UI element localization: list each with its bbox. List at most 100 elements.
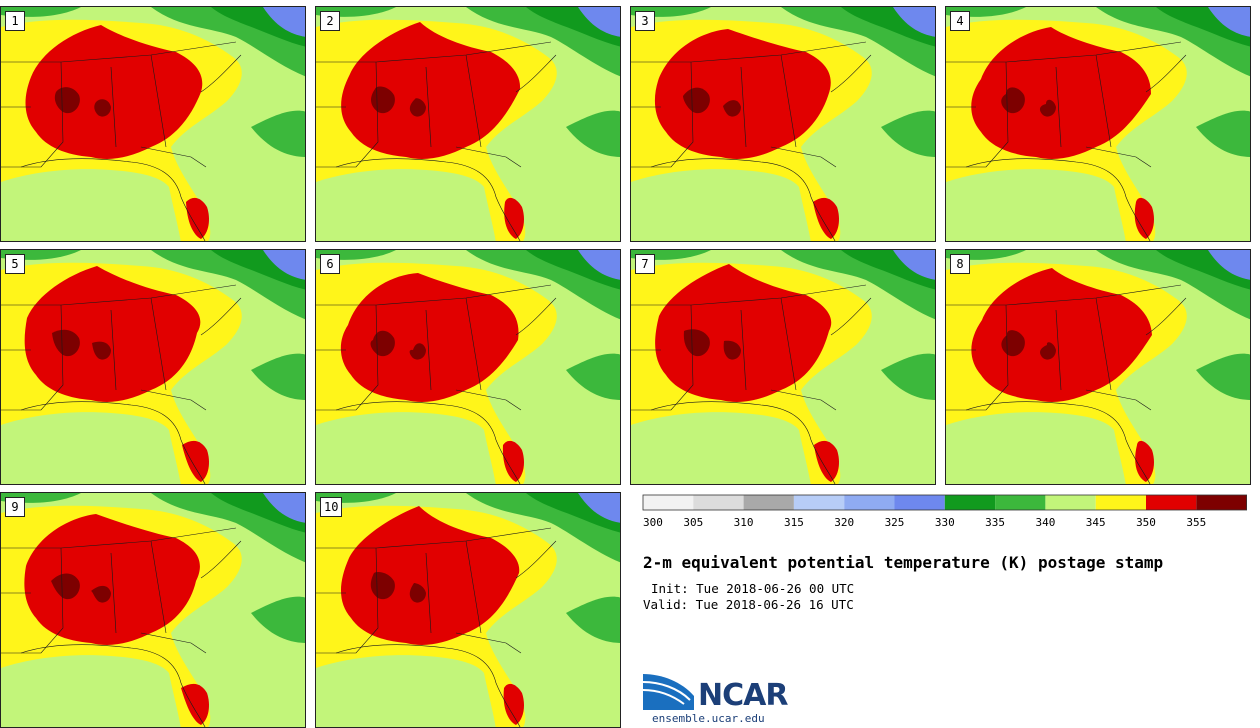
map-2 <box>316 7 620 241</box>
member-panel-10: 10 <box>315 492 621 728</box>
colorbar-tick-label: 315 <box>784 516 804 529</box>
map-border-line <box>200 540 242 579</box>
map-field-355-b <box>92 341 111 360</box>
map-6 <box>316 250 620 484</box>
map-border-line <box>1055 309 1062 391</box>
map-field-355 <box>683 87 710 114</box>
map-field-355 <box>52 329 80 357</box>
map-field-350-florida <box>1134 197 1154 239</box>
map-field-350-florida <box>504 197 524 239</box>
member-panel-3: 3 <box>630 6 936 242</box>
map-field-335-ocean <box>251 353 305 400</box>
colorbar-tick-label: 355 <box>1186 516 1206 529</box>
map-border-line <box>110 66 117 148</box>
colorbar-swatch <box>844 495 895 510</box>
map-field-335-ocean <box>881 353 935 400</box>
colorbar-swatch <box>995 495 1046 510</box>
map-border-line <box>140 632 207 654</box>
map-field-340-gulf <box>631 412 811 484</box>
map-field-350-florida <box>182 440 209 482</box>
map-field-355 <box>683 329 710 357</box>
map-border-line <box>515 297 557 336</box>
map-field-340-gulf <box>316 169 496 241</box>
member-label: 5 <box>5 254 25 274</box>
map-field-350-florida <box>814 440 839 482</box>
map-field-355-b <box>409 583 426 603</box>
map-border-line <box>455 389 522 411</box>
map-field-335-ocean <box>566 353 620 400</box>
map-field-355-b <box>94 99 111 117</box>
colorbar-swatch <box>643 495 694 510</box>
colorbar-swatch <box>1196 495 1247 510</box>
colorbar-tick-label: 335 <box>985 516 1005 529</box>
map-field-355-b <box>723 100 741 117</box>
member-label: 2 <box>320 11 340 31</box>
map-border-line <box>1145 54 1187 93</box>
map-border-line <box>1145 297 1187 336</box>
map-8 <box>946 250 1250 484</box>
map-field-325 <box>263 250 305 280</box>
map-field-350 <box>971 27 1151 159</box>
map-border-line <box>316 284 552 306</box>
colorbar-tick-label: 340 <box>1035 516 1055 529</box>
map-border-line <box>1055 66 1062 148</box>
map-7 <box>631 250 935 484</box>
map-field-335-ocean <box>566 596 620 643</box>
map-border-line <box>425 309 432 391</box>
member-label: 1 <box>5 11 25 31</box>
map-field-355-b <box>1039 99 1056 117</box>
member-panel-5: 5 <box>0 249 306 485</box>
map-border-line <box>965 158 1151 241</box>
map-border-line <box>316 527 552 549</box>
map-1 <box>1 7 305 241</box>
map-field-335-ocean <box>251 110 305 157</box>
map-field-350-florida <box>813 197 839 239</box>
map-border-line <box>335 158 521 241</box>
map-10 <box>316 493 620 727</box>
map-border-line <box>20 158 206 241</box>
map-field-355 <box>54 87 80 114</box>
logo-text: NCAR <box>698 678 788 713</box>
colorbar-swatch <box>1045 495 1096 510</box>
map-3 <box>631 7 935 241</box>
map-4 <box>946 7 1250 241</box>
map-field-340-gulf <box>1 655 181 727</box>
map-field-350-florida <box>181 683 209 725</box>
colorbar-tick-label: 325 <box>885 516 905 529</box>
map-field-350-florida <box>1135 440 1154 482</box>
map-border-line <box>335 401 521 484</box>
map-border-line <box>650 401 836 484</box>
map-field-355-b <box>1040 342 1056 360</box>
map-border-line <box>1 527 237 549</box>
page-title: 2-m equivalent potential temperature (K)… <box>643 553 1164 572</box>
member-panel-6: 6 <box>315 249 621 485</box>
member-label: 4 <box>950 11 970 31</box>
map-border-line <box>1085 146 1152 168</box>
map-field-325 <box>893 7 935 37</box>
map-field-340-gulf <box>946 412 1126 484</box>
member-label: 6 <box>320 254 340 274</box>
map-border-line <box>465 297 482 391</box>
map-5 <box>1 250 305 484</box>
map-border-line <box>335 644 521 727</box>
map-border-line <box>150 54 167 148</box>
map-border-line <box>425 66 432 148</box>
map-field-350 <box>340 273 519 402</box>
map-border-line <box>780 54 797 148</box>
map-field-335-ocean <box>251 596 305 643</box>
map-field-350-florida <box>503 683 524 725</box>
map-field-325 <box>578 493 620 523</box>
map-field-350 <box>655 264 832 402</box>
member-panel-9: 9 <box>0 492 306 728</box>
map-field-340-gulf <box>316 412 496 484</box>
map-field-325 <box>1208 7 1250 37</box>
member-panel-4: 4 <box>945 6 1251 242</box>
map-field-325 <box>263 493 305 523</box>
member-label: 8 <box>950 254 970 274</box>
map-field-350-florida <box>186 197 209 239</box>
map-field-350 <box>24 514 200 645</box>
colorbar-swatch <box>693 495 744 510</box>
member-label: 10 <box>320 497 343 517</box>
valid-time: Valid: Tue 2018-06-26 16 UTC <box>643 597 854 612</box>
colorbar-swatch <box>793 495 845 510</box>
